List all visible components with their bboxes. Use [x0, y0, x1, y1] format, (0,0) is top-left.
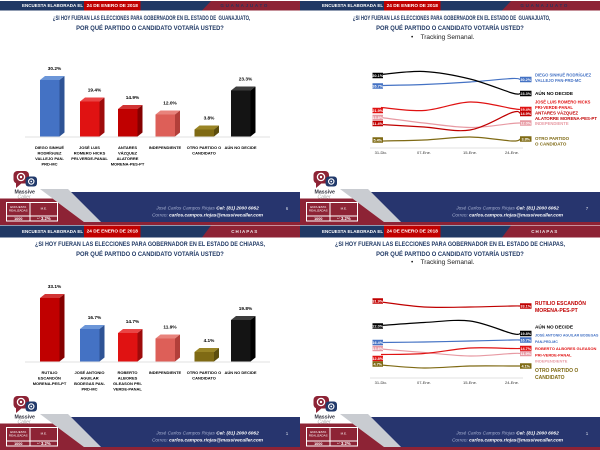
svg-text:07-Ene.: 07-Ene.: [417, 380, 431, 385]
svg-text:JOSÉ ANTONIO AGUILAR BODEGAS: JOSÉ ANTONIO AGUILAR BODEGAS: [535, 333, 599, 338]
svg-text:31.9%: 31.9%: [372, 300, 383, 304]
svg-text:5.4%: 5.4%: [373, 139, 382, 143]
svg-text:CANDIDATO: CANDIDATO: [535, 375, 565, 381]
svg-text:16.4%: 16.4%: [372, 341, 383, 345]
svg-text:19.4%: 19.4%: [520, 108, 531, 112]
svg-text:Caller: Caller: [318, 195, 331, 201]
svg-text:19.4%: 19.4%: [88, 88, 102, 94]
svg-text:12.8%: 12.8%: [372, 357, 383, 361]
svg-text:24-Ene.: 24-Ene.: [505, 380, 519, 385]
svg-text:ANTARES VÁZQUEZ: ANTARES VÁZQUEZ: [535, 111, 578, 116]
svg-text:24-Ene.: 24-Ene.: [505, 150, 519, 155]
svg-text:16.7%: 16.7%: [88, 315, 102, 321]
svg-text:23.3%: 23.3%: [239, 77, 253, 83]
svg-text:ALATORRE MORENA-PES-PT: ALATORRE MORENA-PES-PT: [535, 116, 597, 121]
svg-text:4.1%: 4.1%: [204, 338, 216, 344]
svg-text:12.0%: 12.0%: [163, 101, 177, 107]
svg-text:31-Dic.: 31-Dic.: [375, 150, 388, 155]
svg-text:16.7%: 16.7%: [520, 339, 531, 343]
svg-text:14.9%: 14.9%: [520, 112, 531, 116]
svg-text:Massive: Massive: [15, 190, 36, 196]
svg-text:INDEPENDIENTE: INDEPENDIENTE: [535, 359, 568, 364]
svg-text:VALLEJO PAN-PRD-MC: VALLEJO PAN-PRD-MC: [535, 78, 581, 83]
svg-text:30.2%: 30.2%: [48, 66, 62, 72]
svg-text:14.9%: 14.9%: [126, 95, 140, 101]
svg-text:4.7%: 4.7%: [373, 363, 382, 367]
svg-text:15-Ene.: 15-Ene.: [463, 380, 477, 385]
svg-text:INDEPENDIENTE: INDEPENDIENTE: [535, 121, 569, 126]
svg-text:14.7%: 14.7%: [520, 347, 531, 351]
svg-text:13.8%: 13.8%: [372, 116, 383, 120]
svg-text:O CANDIDATO: O CANDIDATO: [535, 142, 567, 147]
svg-text:Caller: Caller: [318, 420, 331, 426]
svg-text:21.9%: 21.9%: [372, 109, 383, 113]
svg-text:OTRO PARTIDO: OTRO PARTIDO: [535, 136, 570, 141]
svg-text:3.8%: 3.8%: [204, 116, 216, 122]
svg-text:MORENA-PES-PT: MORENA-PES-PT: [535, 308, 579, 314]
svg-text:12.0%: 12.0%: [520, 122, 531, 126]
svg-text:PRI-VERDE-PANAL: PRI-VERDE-PANAL: [535, 105, 573, 110]
svg-text:23.3%: 23.3%: [520, 92, 531, 96]
svg-text:26.7%: 26.7%: [372, 85, 383, 89]
svg-text:AÚN NO DECIDE: AÚN NO DECIDE: [535, 90, 573, 97]
svg-text:ROBERTO ALBORES GLEASON: ROBERTO ALBORES GLEASON: [535, 346, 596, 351]
svg-text:OTRO PARTIDO O: OTRO PARTIDO O: [535, 368, 578, 374]
svg-text:Caller: Caller: [18, 420, 31, 426]
svg-text:Caller: Caller: [18, 195, 31, 201]
svg-text:Massive: Massive: [315, 415, 336, 421]
svg-text:19.8%: 19.8%: [239, 306, 253, 312]
svg-text:33.1%: 33.1%: [48, 284, 62, 290]
svg-text:Massive: Massive: [315, 190, 336, 196]
svg-text:Massive: Massive: [15, 415, 36, 421]
svg-text:JOSÉ LUIS ROMERO HICKS: JOSÉ LUIS ROMERO HICKS: [535, 100, 591, 105]
svg-text:AÚN NO DECIDE: AÚN NO DECIDE: [535, 324, 573, 331]
svg-text:4.1%: 4.1%: [521, 365, 530, 369]
svg-text:RUTILIO ESCANDÓN: RUTILIO ESCANDÓN: [535, 299, 586, 307]
svg-text:30.2%: 30.2%: [520, 78, 531, 82]
svg-text:DIEGO SINHUÉ RODRÍGUEZ: DIEGO SINHUÉ RODRÍGUEZ: [535, 73, 592, 78]
svg-text:3.8%: 3.8%: [521, 138, 530, 142]
svg-text:22.0%: 22.0%: [372, 325, 383, 329]
svg-text:11.9%: 11.9%: [521, 352, 532, 356]
svg-text:13.6%: 13.6%: [372, 347, 383, 351]
svg-text:PRI-VERDE-PANAL: PRI-VERDE-PANAL: [535, 353, 572, 358]
svg-text:11.9%: 11.9%: [163, 325, 177, 331]
svg-text:PAN-PRD-MC: PAN-PRD-MC: [535, 340, 558, 344]
svg-text:11.4%: 11.4%: [373, 122, 384, 126]
svg-text:30.1%: 30.1%: [372, 74, 383, 78]
svg-text:14.7%: 14.7%: [126, 319, 140, 325]
svg-text:31-Dic.: 31-Dic.: [375, 380, 388, 385]
svg-text:15-Ene.: 15-Ene.: [463, 150, 477, 155]
svg-text:33.1%: 33.1%: [520, 305, 531, 309]
svg-text:07-Ene.: 07-Ene.: [417, 150, 431, 155]
svg-text:19.8%: 19.8%: [520, 332, 531, 336]
